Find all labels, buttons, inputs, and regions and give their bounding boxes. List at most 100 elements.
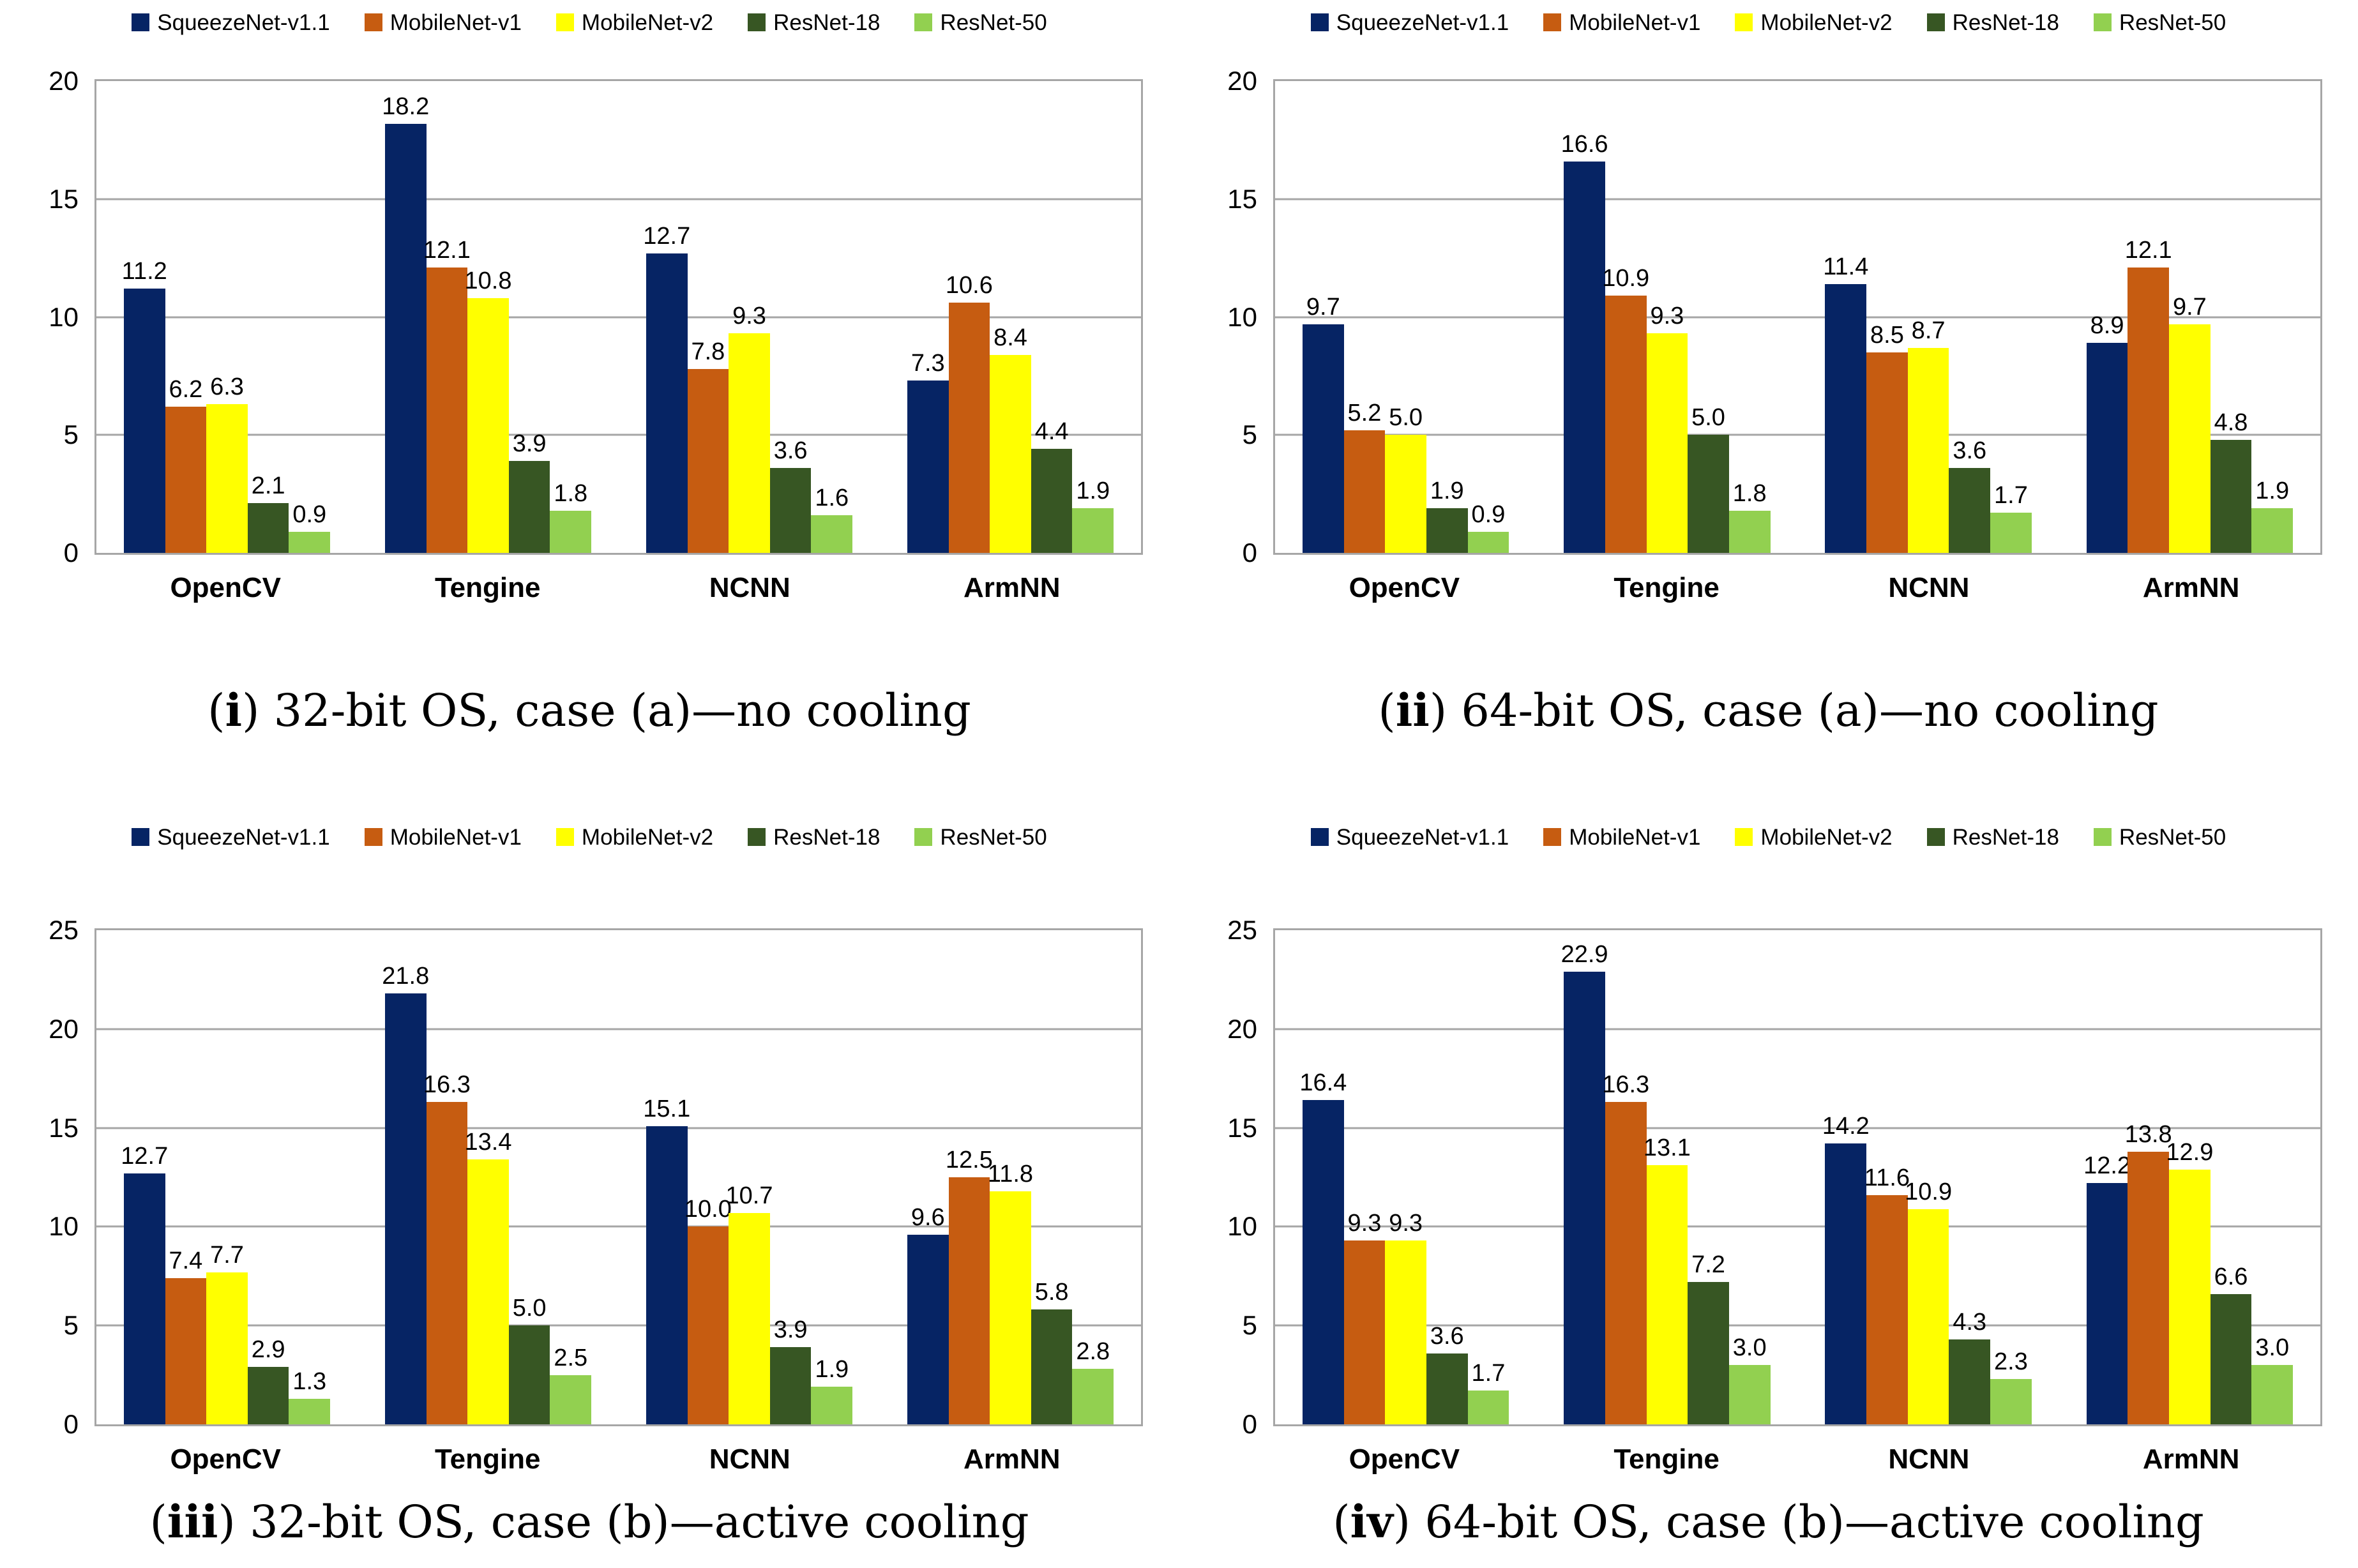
bar-resnet-18: 5.8 [1031, 1280, 1073, 1424]
legend-label: ResNet-50 [940, 824, 1047, 850]
category-label-ncnn: NCNN [1888, 572, 1970, 603]
legend-label: SqueezeNet-v1.1 [157, 10, 330, 35]
bar-resnet-18: 2.1 [247, 474, 289, 553]
category-label-tengine: Tengine [1614, 1444, 1719, 1475]
legend-swatch [132, 13, 150, 31]
bar-value-label: 2.8 [1076, 1338, 1110, 1366]
bar-group-slot: 9.6 12.5 11.8 5.8 2.8 [880, 930, 1141, 1424]
gridline [1275, 1028, 2320, 1030]
bar-squeezenet-v1.1: 21.8 [382, 964, 429, 1424]
bar-resnet-18: 1.9 [1426, 479, 1468, 553]
legend-label: ResNet-18 [1952, 10, 2059, 35]
category-label-opencv: OpenCV [170, 1444, 282, 1475]
gridline [96, 433, 1141, 436]
bars-layer: 12.7 7.4 7.7 2.9 1.3 21.8 16.3 13.4 5.0 2.5 15.1 10… [96, 930, 1141, 1424]
bar-squeezenet-v1.1: 11.4 [1823, 255, 1868, 553]
chart-legend: SqueezeNet-v1.1 MobileNet-v1 MobileNet-v2 R… [0, 822, 1179, 852]
bar-group-armnn: 9.6 12.5 11.8 5.8 2.8 [907, 930, 1114, 1424]
panel-i: SqueezeNet-v1.1 MobileNet-v1 MobileNet-v2 R… [0, 0, 1179, 784]
plot-wrap: 0 5 10 15 20 11.2 6.2 6.3 2.1 0.9 18.2 12.1 10.8 3.9 1… [49, 68, 1143, 566]
category-label-ncnn: NCNN [1888, 1444, 1970, 1475]
y-tick-label: 0 [63, 538, 79, 568]
bar-squeezenet-v1.1: 15.1 [643, 1097, 690, 1424]
chart-legend: SqueezeNet-v1.1 MobileNet-v1 MobileNet-v2 R… [0, 8, 1179, 37]
bar-value-label: 1.9 [1076, 477, 1110, 504]
legend-label: ResNet-18 [773, 824, 880, 850]
y-tick-label: 10 [49, 1211, 79, 1242]
bar-value-label: 10.9 [1905, 1178, 1953, 1205]
category-label-armnn: ArmNN [2142, 572, 2240, 603]
bar-value-label: 12.7 [643, 222, 691, 250]
bar-value-label: 13.4 [464, 1129, 512, 1156]
caption-index: ii [1395, 684, 1430, 737]
bar-group-slot: 12.7 7.8 9.3 3.6 1.6 [619, 81, 880, 553]
bar-squeezenet-v1.1: 7.3 [907, 351, 949, 553]
bar-squeezenet-v1.1: 9.7 [1302, 295, 1344, 553]
bar-resnet-50: 1.8 [550, 481, 592, 553]
bar-value-label: 11.4 [1823, 253, 1869, 280]
y-tick-label: 5 [1242, 1310, 1257, 1341]
bars-layer: 11.2 6.2 6.3 2.1 0.9 18.2 12.1 10.8 3.9 1.8 12.7 7.… [96, 81, 1141, 553]
legend-swatch [364, 13, 382, 31]
gridline [1275, 198, 2320, 200]
gridline [96, 1324, 1141, 1327]
legend-item: ResNet-18 [1926, 826, 2059, 848]
gridline [1275, 1127, 2320, 1129]
bar-value-label: 5.0 [1389, 404, 1423, 432]
bar-value-label: 22.9 [1561, 941, 1608, 969]
bar-mobilenet-v1: 10.9 [1602, 266, 1649, 553]
panel-caption: (i) 32-bit OS, case (a)—no cooling [208, 684, 971, 737]
plot-wrap: 0 5 10 15 20 9.7 5.2 5.0 1.9 0.9 16.6 10.9 9.3 5.0 1.8… [1227, 68, 2322, 566]
bar-mobilenet-v2: 9.3 [1385, 1211, 1426, 1424]
legend-label: SqueezeNet-v1.1 [157, 824, 330, 850]
bar-mobilenet-v2: 13.4 [465, 1130, 511, 1424]
bar-resnet-50: 1.9 [2251, 479, 2293, 553]
gridline [1275, 1324, 2320, 1327]
gridline [1275, 433, 2320, 436]
caption-index: iii [167, 1495, 218, 1548]
panel-ii: SqueezeNet-v1.1 MobileNet-v1 MobileNet-v2 R… [1179, 0, 2358, 784]
legend-swatch [1735, 828, 1753, 846]
gridline [96, 1127, 1141, 1129]
panel-caption: (iii) 32-bit OS, case (b)—active cooling [149, 1495, 1029, 1548]
bar-resnet-50: 1.6 [811, 486, 853, 553]
bar-value-label: 1.7 [1471, 1360, 1506, 1387]
bar-value-label: 4.8 [2214, 409, 2248, 436]
bars-layer: 9.7 5.2 5.0 1.9 0.9 16.6 10.9 9.3 5.0 1.8 11.4 8.5 8… [1275, 81, 2320, 553]
legend-item: ResNet-18 [1926, 10, 2059, 35]
bar-resnet-18: 4.4 [1031, 419, 1073, 553]
legend-swatch [555, 828, 574, 846]
bar-value-label: 8.5 [1870, 321, 1904, 349]
bar-squeezenet-v1.1: 16.4 [1299, 1071, 1347, 1424]
bar-resnet-18: 3.9 [508, 432, 550, 553]
bar-mobilenet-v1: 6.2 [165, 377, 207, 553]
bar-squeezenet-v1.1: 12.2 [2083, 1154, 2131, 1424]
caption-index: i [225, 684, 243, 737]
bar-value-label: 9.3 [732, 303, 766, 330]
legend-label: MobileNet-v2 [1760, 824, 1893, 850]
legend-swatch [914, 828, 933, 846]
legend-label: MobileNet-v1 [389, 824, 522, 850]
bar-value-label: 18.2 [382, 93, 430, 120]
bar-value-label: 12.1 [423, 236, 471, 264]
bar-resnet-18: 4.8 [2210, 411, 2252, 553]
legend-item: ResNet-50 [914, 826, 1047, 848]
bar-group-tengine: 16.6 10.9 9.3 5.0 1.8 [1561, 81, 1771, 553]
bar-mobilenet-v1: 7.4 [165, 1249, 207, 1424]
y-tick-label: 20 [49, 1013, 79, 1044]
bar-group-ncnn: 12.7 7.8 9.3 3.6 1.6 [643, 81, 853, 553]
bar-value-label: 10.8 [464, 267, 512, 294]
bar-mobilenet-v2: 8.7 [1907, 319, 1949, 553]
bar-resnet-50: 1.9 [1072, 479, 1114, 553]
bar-resnet-50: 3.0 [1728, 1336, 1771, 1424]
bar-value-label: 10.9 [1602, 265, 1650, 292]
bar-group-opencv: 9.7 5.2 5.0 1.9 0.9 [1302, 81, 1509, 553]
bar-resnet-18: 6.6 [2210, 1265, 2252, 1424]
legend-swatch [1926, 13, 1945, 31]
bar-resnet-50: 1.8 [1728, 481, 1771, 553]
category-label-armnn: ArmNN [963, 572, 1061, 603]
bar-resnet-18: 3.9 [769, 1318, 812, 1424]
bar-group-slot: 11.4 8.5 8.7 3.6 1.7 [1798, 81, 2059, 553]
bar-value-label: 0.9 [292, 501, 327, 528]
bar-value-label: 3.6 [773, 437, 808, 464]
